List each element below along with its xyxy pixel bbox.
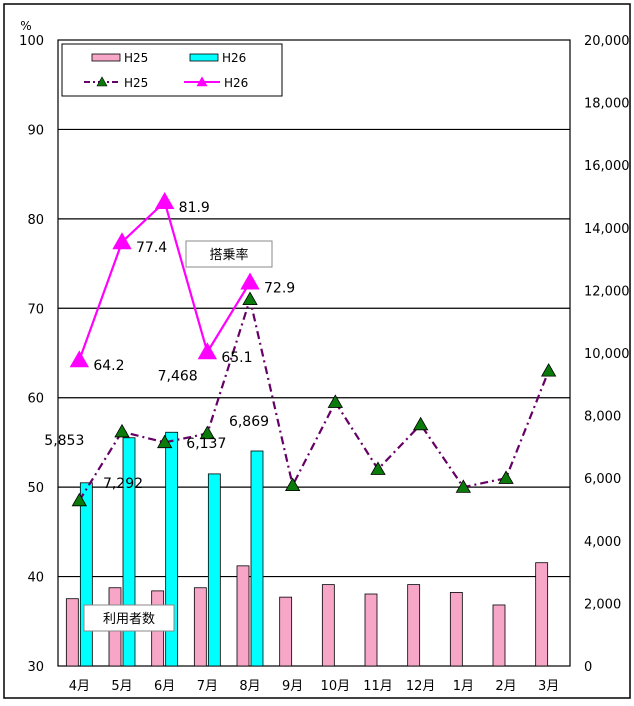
legend-bar-label: H26: [222, 51, 246, 65]
marker-h25-0: [71, 492, 88, 507]
category-label: 8月: [239, 679, 260, 694]
legend-bar-label: H25: [124, 51, 148, 65]
rate-value-label: 72.9: [264, 280, 295, 296]
category-label: 2月: [495, 679, 516, 694]
left-tick-label: 30: [27, 660, 44, 675]
category-label: 4月: [69, 679, 90, 694]
bar-h25-4: [236, 565, 250, 667]
category-label: 5月: [111, 679, 132, 694]
marker-h25-8: [412, 416, 429, 431]
bar-h25-9: [449, 592, 463, 667]
legend-line-label: H25: [124, 76, 148, 90]
bar-h26-1: [122, 437, 136, 667]
rate-callout-box: [185, 240, 273, 268]
left-tick-label: 70: [27, 302, 44, 317]
category-label: 10月: [321, 679, 351, 694]
category-label: 1月: [453, 679, 474, 694]
marker-h25-9: [455, 479, 472, 493]
category-label: 9月: [282, 679, 303, 694]
bar-value-label: 7,292: [103, 476, 143, 492]
left-tick-label: 60: [27, 392, 44, 407]
marker-h26-2: [154, 192, 175, 210]
marker-h26-3: [197, 342, 218, 360]
category-label: 3月: [538, 679, 559, 694]
marker-h25-11: [540, 363, 557, 377]
marker-h25-10: [498, 470, 514, 484]
bar-h25-8: [407, 584, 421, 667]
marker-h25-3: [199, 425, 216, 440]
marker-h25-1: [114, 423, 130, 438]
left-tick-label: 90: [27, 123, 44, 138]
bar-h25-11: [535, 562, 549, 667]
right-tick-label: 4,000: [584, 535, 621, 550]
marker-h25-2: [156, 434, 173, 449]
rate-value-label: 81.9: [179, 200, 210, 216]
right-tick-label: 10,000: [584, 347, 630, 362]
left-tick-label: 50: [27, 481, 44, 496]
category-label: 12月: [406, 679, 436, 694]
bar-value-label: 7,468: [158, 368, 198, 384]
right-tick-label: 2,000: [584, 597, 621, 612]
right-tick-label: 16,000: [584, 159, 630, 174]
bar-h25-6: [321, 584, 335, 667]
category-label: 11月: [363, 679, 393, 694]
legend-line-label: H26: [224, 76, 248, 90]
bar-value-label: 6,137: [186, 436, 226, 452]
line-h25: [78, 295, 550, 502]
users-callout-label: 利用者数: [103, 612, 155, 627]
legend-box: [61, 43, 283, 97]
bar-h26-4: [250, 450, 264, 667]
bar-h25-7: [364, 593, 378, 667]
right-tick-label: 0: [584, 660, 592, 675]
right-tick-label: 8,000: [584, 410, 621, 425]
rate-value-label: 77.4: [136, 240, 167, 256]
right-tick-label: 12,000: [584, 284, 630, 299]
marker-h26-1: [112, 232, 132, 250]
marker-h26-0: [69, 350, 90, 368]
rate-callout-label: 搭乗率: [209, 247, 248, 263]
marker-h26-4: [240, 272, 260, 290]
plot-frame: [57, 39, 571, 667]
marker-h25-7: [370, 461, 386, 475]
right-tick-label: 14,000: [584, 222, 630, 237]
legend-bar-swatch: [91, 53, 121, 62]
rate-value-label: 64.2: [93, 358, 124, 374]
rate-value-label: 65.1: [221, 350, 252, 366]
marker-h25-6: [327, 394, 344, 408]
legend-bar-swatch: [189, 53, 219, 62]
right-tick-label: 18,000: [584, 97, 630, 112]
bar-value-label: 5,853: [44, 433, 84, 449]
legend-line-marker: [96, 76, 108, 87]
bar-h25-0: [65, 598, 79, 667]
bar-h26-3: [207, 473, 221, 667]
category-label: 6月: [154, 679, 175, 694]
users-callout-box: [83, 604, 175, 632]
bar-value-label: 6,869: [229, 414, 269, 430]
outer-border: [3, 3, 631, 699]
marker-h25-5: [284, 477, 301, 492]
marker-h25-4: [242, 291, 258, 305]
right-tick-label: 20,000: [584, 34, 630, 49]
bar-h25-5: [279, 596, 293, 667]
bar-h25-10: [492, 604, 506, 667]
bar-h25-3: [193, 587, 207, 667]
left-tick-label: 100: [19, 34, 44, 49]
legend-line-marker: [196, 76, 208, 87]
left-tick-label: 40: [27, 571, 44, 586]
right-tick-label: 6,000: [584, 472, 621, 487]
category-label: 7月: [197, 679, 218, 694]
bar-h26-0: [79, 482, 93, 667]
left-axis-unit: %: [20, 19, 31, 33]
left-tick-label: 80: [27, 213, 44, 228]
